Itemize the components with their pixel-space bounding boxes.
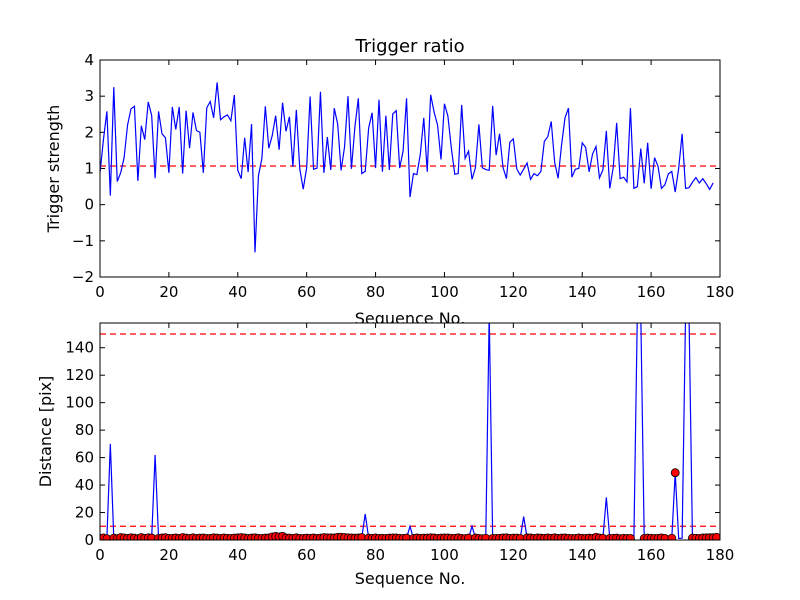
data-point-marker: [670, 468, 680, 478]
x-tick-label: 20: [159, 546, 178, 564]
x-tick-label: 60: [297, 283, 316, 301]
y-tick-label: 140: [65, 339, 94, 357]
x-tick-label: 120: [499, 546, 528, 564]
plot-frame: [100, 323, 720, 540]
data-point-marker: [637, 309, 645, 317]
plot-frame: [100, 60, 720, 277]
trigger-ratio-plot: Trigger ratio 0 20 40 60 80 100 120 140 160 180−2…: [44, 36, 734, 328]
x-tick-label: 160: [637, 546, 666, 564]
data-point-marker: [712, 532, 720, 540]
x-tick-label: 120: [499, 283, 528, 301]
chart-title: Trigger ratio: [354, 36, 464, 57]
x-axis-label: Sequence No.: [355, 569, 466, 588]
x-tick-label: 140: [568, 283, 597, 301]
x-tick-label: 180: [706, 283, 735, 301]
x-tick-label: 100: [430, 283, 459, 301]
plot-border: [99, 59, 721, 278]
data-point-marker: [685, 309, 693, 317]
data-point-marker: [626, 533, 635, 540]
x-tick-label: 180: [706, 546, 735, 564]
x-tick-label: 100: [430, 546, 459, 564]
x-tick-label: 0: [95, 283, 105, 301]
y-tick-label: 4: [84, 51, 94, 69]
x-tick-label: 40: [228, 546, 247, 564]
y-tick-label: 20: [75, 504, 94, 522]
y-tick-label: −2: [72, 268, 94, 286]
data-point-marker: [667, 533, 677, 540]
series-line: [100, 82, 714, 253]
y-tick-label: 0: [84, 531, 94, 549]
y-axis-label: Distance [pix]: [36, 376, 55, 488]
y-tick-label: 0: [84, 196, 94, 214]
data-point-marker: [682, 309, 690, 317]
y-tick-label: −1: [72, 232, 94, 250]
y-tick-label: 3: [84, 87, 94, 105]
y-tick-label: 100: [65, 394, 94, 412]
plot-border: [99, 322, 721, 541]
x-tick-label: 80: [366, 283, 385, 301]
x-tick-label: 60: [297, 546, 316, 564]
y-axis-label: Trigger strength: [44, 105, 63, 234]
y-tick-label: 2: [84, 123, 94, 141]
distance-plot: 0 20 40 60 80 100 120 140 160 180 0 20 40 60 80 100 120 1…: [36, 309, 735, 588]
x-tick-label: 20: [159, 283, 178, 301]
y-tick-label: 60: [75, 449, 94, 467]
y-tick-label: 40: [75, 476, 94, 494]
x-tick-label: 40: [228, 283, 247, 301]
y-tick-label: 80: [75, 421, 94, 439]
x-tick-label: 140: [568, 546, 597, 564]
y-tick-label: 120: [65, 366, 94, 384]
y-tick-label: 1: [84, 160, 94, 178]
x-tick-label: 0: [95, 546, 105, 564]
x-tick-label: 160: [637, 283, 666, 301]
x-tick-label: 80: [366, 546, 385, 564]
